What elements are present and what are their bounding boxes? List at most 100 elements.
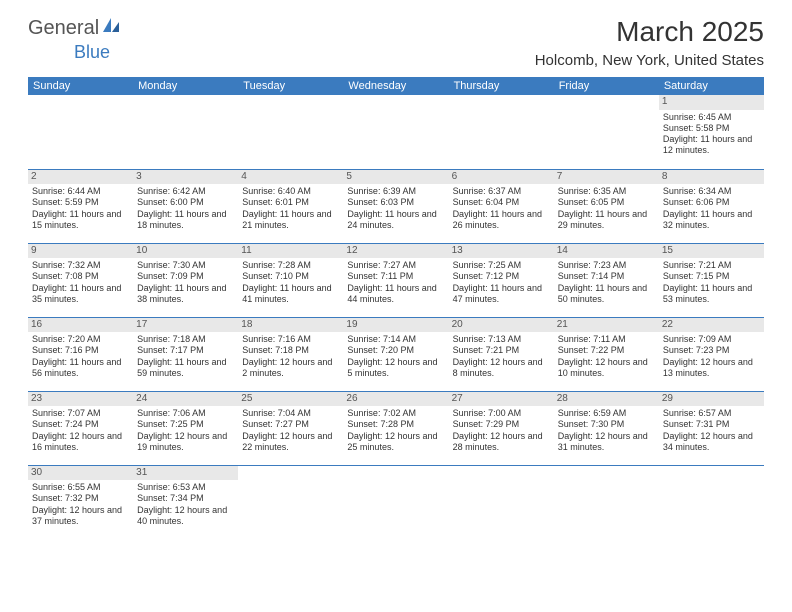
calendar-cell: 31Sunrise: 6:53 AMSunset: 7:34 PMDayligh… — [133, 465, 238, 539]
sunset-text: Sunset: 7:24 PM — [32, 419, 129, 430]
calendar-cell: 4Sunrise: 6:40 AMSunset: 6:01 PMDaylight… — [238, 169, 343, 243]
daylight-text: Daylight: 12 hours and 19 minutes. — [137, 431, 234, 454]
calendar-cell: 25Sunrise: 7:04 AMSunset: 7:27 PMDayligh… — [238, 391, 343, 465]
brand-blue-wrap: Blue — [28, 42, 110, 63]
sunset-text: Sunset: 7:17 PM — [137, 345, 234, 356]
weekday-header: Friday — [554, 77, 659, 95]
calendar-row: 9Sunrise: 7:32 AMSunset: 7:08 PMDaylight… — [28, 243, 764, 317]
sunset-text: Sunset: 7:21 PM — [453, 345, 550, 356]
daylight-text: Daylight: 11 hours and 15 minutes. — [32, 209, 129, 232]
daylight-text: Daylight: 12 hours and 25 minutes. — [347, 431, 444, 454]
sunset-text: Sunset: 7:08 PM — [32, 271, 129, 282]
sunrise-text: Sunrise: 7:09 AM — [663, 334, 760, 345]
day-number: 29 — [659, 392, 764, 407]
page-header: General March 2025 Holcomb, New York, Un… — [0, 0, 792, 75]
day-number: 16 — [28, 318, 133, 333]
calendar-table: Sunday Monday Tuesday Wednesday Thursday… — [28, 77, 764, 539]
sunset-text: Sunset: 6:05 PM — [558, 197, 655, 208]
calendar-cell: 20Sunrise: 7:13 AMSunset: 7:21 PMDayligh… — [449, 317, 554, 391]
sunset-text: Sunset: 7:29 PM — [453, 419, 550, 430]
day-number: 22 — [659, 318, 764, 333]
calendar-cell: 2Sunrise: 6:44 AMSunset: 5:59 PMDaylight… — [28, 169, 133, 243]
sunrise-text: Sunrise: 7:32 AM — [32, 260, 129, 271]
daylight-text: Daylight: 12 hours and 40 minutes. — [137, 505, 234, 528]
calendar-cell: 15Sunrise: 7:21 AMSunset: 7:15 PMDayligh… — [659, 243, 764, 317]
brand-logo: General — [28, 16, 121, 40]
weekday-header-row: Sunday Monday Tuesday Wednesday Thursday… — [28, 77, 764, 95]
location-text: Holcomb, New York, United States — [535, 52, 764, 69]
calendar-cell: 14Sunrise: 7:23 AMSunset: 7:14 PMDayligh… — [554, 243, 659, 317]
calendar-cell: 12Sunrise: 7:27 AMSunset: 7:11 PMDayligh… — [343, 243, 448, 317]
calendar-cell: 7Sunrise: 6:35 AMSunset: 6:05 PMDaylight… — [554, 169, 659, 243]
calendar-cell — [554, 465, 659, 539]
calendar-row: 1Sunrise: 6:45 AMSunset: 5:58 PMDaylight… — [28, 95, 764, 169]
calendar-cell: 5Sunrise: 6:39 AMSunset: 6:03 PMDaylight… — [343, 169, 448, 243]
day-number: 13 — [449, 244, 554, 259]
sunset-text: Sunset: 6:00 PM — [137, 197, 234, 208]
sunset-text: Sunset: 7:11 PM — [347, 271, 444, 282]
sunrise-text: Sunrise: 6:34 AM — [663, 186, 760, 197]
calendar-cell: 28Sunrise: 6:59 AMSunset: 7:30 PMDayligh… — [554, 391, 659, 465]
sunrise-text: Sunrise: 7:28 AM — [242, 260, 339, 271]
calendar-cell: 6Sunrise: 6:37 AMSunset: 6:04 PMDaylight… — [449, 169, 554, 243]
daylight-text: Daylight: 11 hours and 41 minutes. — [242, 283, 339, 306]
sunset-text: Sunset: 7:18 PM — [242, 345, 339, 356]
day-number: 7 — [554, 170, 659, 185]
calendar-cell: 19Sunrise: 7:14 AMSunset: 7:20 PMDayligh… — [343, 317, 448, 391]
day-number: 15 — [659, 244, 764, 259]
calendar-cell — [343, 465, 448, 539]
calendar-cell: 1Sunrise: 6:45 AMSunset: 5:58 PMDaylight… — [659, 95, 764, 169]
sunrise-text: Sunrise: 6:59 AM — [558, 408, 655, 419]
sunset-text: Sunset: 7:15 PM — [663, 271, 760, 282]
sunset-text: Sunset: 6:04 PM — [453, 197, 550, 208]
day-number: 8 — [659, 170, 764, 185]
calendar-row: 2Sunrise: 6:44 AMSunset: 5:59 PMDaylight… — [28, 169, 764, 243]
calendar-body: 1Sunrise: 6:45 AMSunset: 5:58 PMDaylight… — [28, 95, 764, 539]
calendar-cell: 8Sunrise: 6:34 AMSunset: 6:06 PMDaylight… — [659, 169, 764, 243]
sunrise-text: Sunrise: 6:35 AM — [558, 186, 655, 197]
sunset-text: Sunset: 7:30 PM — [558, 419, 655, 430]
calendar-cell: 10Sunrise: 7:30 AMSunset: 7:09 PMDayligh… — [133, 243, 238, 317]
sunrise-text: Sunrise: 6:55 AM — [32, 482, 129, 493]
sunrise-text: Sunrise: 6:44 AM — [32, 186, 129, 197]
sunset-text: Sunset: 7:20 PM — [347, 345, 444, 356]
weekday-header: Wednesday — [343, 77, 448, 95]
day-number: 23 — [28, 392, 133, 407]
calendar-row: 30Sunrise: 6:55 AMSunset: 7:32 PMDayligh… — [28, 465, 764, 539]
sunset-text: Sunset: 7:09 PM — [137, 271, 234, 282]
daylight-text: Daylight: 12 hours and 8 minutes. — [453, 357, 550, 380]
daylight-text: Daylight: 12 hours and 10 minutes. — [558, 357, 655, 380]
sunset-text: Sunset: 7:32 PM — [32, 493, 129, 504]
daylight-text: Daylight: 12 hours and 31 minutes. — [558, 431, 655, 454]
calendar-cell: 21Sunrise: 7:11 AMSunset: 7:22 PMDayligh… — [554, 317, 659, 391]
daylight-text: Daylight: 12 hours and 5 minutes. — [347, 357, 444, 380]
day-number: 19 — [343, 318, 448, 333]
sunset-text: Sunset: 7:34 PM — [137, 493, 234, 504]
calendar-cell: 17Sunrise: 7:18 AMSunset: 7:17 PMDayligh… — [133, 317, 238, 391]
day-number: 21 — [554, 318, 659, 333]
day-number: 25 — [238, 392, 343, 407]
calendar-row: 23Sunrise: 7:07 AMSunset: 7:24 PMDayligh… — [28, 391, 764, 465]
daylight-text: Daylight: 11 hours and 29 minutes. — [558, 209, 655, 232]
calendar-cell — [133, 95, 238, 169]
weekday-header: Tuesday — [238, 77, 343, 95]
day-number: 20 — [449, 318, 554, 333]
sunrise-text: Sunrise: 7:06 AM — [137, 408, 234, 419]
sunrise-text: Sunrise: 7:21 AM — [663, 260, 760, 271]
daylight-text: Daylight: 11 hours and 59 minutes. — [137, 357, 234, 380]
daylight-text: Daylight: 12 hours and 2 minutes. — [242, 357, 339, 380]
day-number: 6 — [449, 170, 554, 185]
day-number: 31 — [133, 466, 238, 481]
sunrise-text: Sunrise: 6:37 AM — [453, 186, 550, 197]
sunrise-text: Sunrise: 7:04 AM — [242, 408, 339, 419]
weekday-header: Sunday — [28, 77, 133, 95]
weekday-header: Monday — [133, 77, 238, 95]
sunrise-text: Sunrise: 7:25 AM — [453, 260, 550, 271]
daylight-text: Daylight: 11 hours and 56 minutes. — [32, 357, 129, 380]
sunrise-text: Sunrise: 6:40 AM — [242, 186, 339, 197]
calendar-cell — [28, 95, 133, 169]
calendar-cell — [449, 465, 554, 539]
day-number: 1 — [659, 95, 764, 110]
calendar-cell — [238, 465, 343, 539]
sunrise-text: Sunrise: 7:30 AM — [137, 260, 234, 271]
